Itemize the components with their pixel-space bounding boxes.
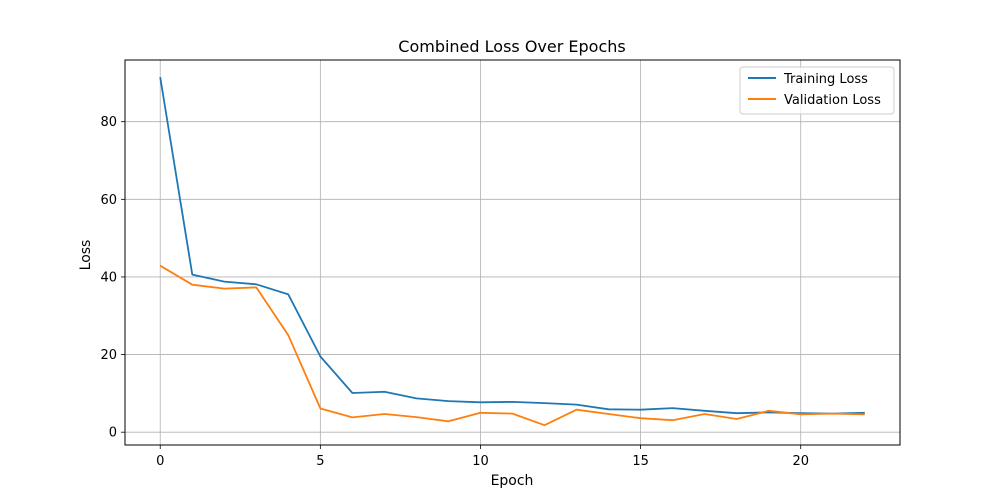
x-tick-label: 5 (316, 454, 324, 469)
x-axis-label: Epoch (491, 473, 534, 489)
series-lines (159, 76, 865, 427)
legend-label-training: Training Loss (783, 72, 868, 87)
grid (125, 60, 900, 445)
y-tick-label: 60 (100, 193, 117, 208)
y-tick-label: 80 (100, 115, 117, 130)
y-axis-label: Loss (78, 240, 94, 271)
y-tick-label: 40 (100, 270, 117, 285)
x-tick-label: 0 (156, 454, 164, 469)
series-line-training (159, 76, 865, 415)
x-tick-label: 20 (792, 454, 809, 469)
plot-frame (124, 59, 901, 446)
series-line-validation (159, 264, 865, 427)
y-tick-label: 0 (109, 426, 117, 441)
chart-title: Combined Loss Over Epochs (398, 37, 625, 56)
y-tick-label: 20 (100, 348, 117, 363)
x-tick-label: 10 (472, 454, 489, 469)
x-tick-label: 15 (632, 454, 649, 469)
legend-box (739, 66, 895, 115)
legend: Training Loss Validation Loss (739, 66, 895, 115)
legend-label-validation: Validation Loss (784, 93, 881, 108)
axis-ticks: 0 5 10 15 20 0 20 40 60 80 (100, 115, 809, 469)
